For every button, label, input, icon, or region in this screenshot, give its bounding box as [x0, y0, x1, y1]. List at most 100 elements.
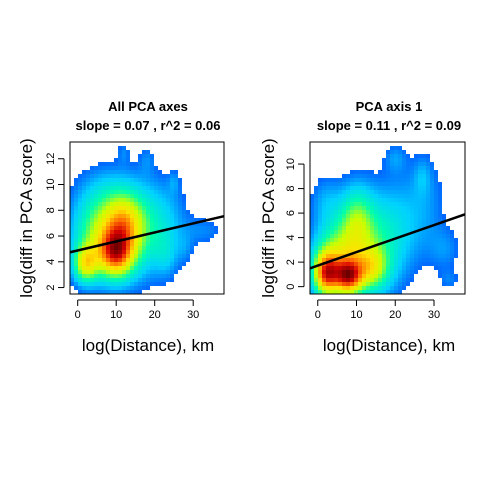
density-cell [438, 190, 442, 194]
density-cell [158, 182, 162, 186]
density-cell [418, 206, 422, 210]
density-cell [86, 170, 90, 174]
density-cell [374, 210, 378, 214]
density-cell [390, 246, 394, 250]
density-cell [338, 182, 342, 186]
density-cell [126, 282, 130, 286]
density-cell [102, 170, 106, 174]
density-cell [82, 258, 86, 262]
density-cell [406, 162, 410, 166]
density-cell [418, 222, 422, 226]
density-cell [182, 226, 186, 230]
density-cell [394, 146, 398, 150]
density-cell [426, 194, 430, 198]
density-cell [398, 226, 402, 230]
density-cell [366, 202, 370, 206]
density-cell [118, 266, 122, 270]
density-cell [182, 250, 186, 254]
density-cell [370, 206, 374, 210]
density-cell [406, 186, 410, 190]
density-cell [166, 182, 170, 186]
density-cell [94, 274, 98, 278]
density-cell [70, 186, 74, 190]
density-cell [178, 194, 182, 198]
density-cell [430, 218, 434, 222]
density-cell [410, 242, 414, 246]
density-cell [330, 230, 334, 234]
density-cell [150, 186, 154, 190]
density-cell [110, 258, 114, 262]
density-cell [310, 274, 314, 278]
density-cell [170, 238, 174, 242]
density-cell [342, 190, 346, 194]
density-cell [158, 178, 162, 182]
density-cell [154, 242, 158, 246]
density-cell [122, 190, 126, 194]
density-cell [146, 206, 150, 210]
density-cell [334, 266, 338, 270]
density-cell [326, 238, 330, 242]
density-cell [146, 198, 150, 202]
density-cell [354, 174, 358, 178]
density-cell [314, 266, 318, 270]
density-cell [118, 210, 122, 214]
density-cell [86, 178, 90, 182]
density-cell [82, 178, 86, 182]
density-cell [102, 258, 106, 262]
density-cell [442, 254, 446, 258]
density-cell [98, 174, 102, 178]
density-cell [130, 226, 134, 230]
density-cell [174, 206, 178, 210]
density-cell [390, 234, 394, 238]
density-cell [182, 202, 186, 206]
density-cell [110, 226, 114, 230]
density-cell [158, 226, 162, 230]
density-cell [86, 274, 90, 278]
density-cell [350, 230, 354, 234]
density-cell [434, 254, 438, 258]
density-cell [78, 278, 82, 282]
density-cell [90, 262, 94, 266]
density-cell [322, 218, 326, 222]
density-cell [158, 234, 162, 238]
density-cell [94, 174, 98, 178]
density-cell [90, 182, 94, 186]
panel-2-density [310, 146, 458, 294]
density-cell [94, 190, 98, 194]
density-cell [106, 198, 110, 202]
density-cell [206, 226, 210, 230]
density-cell [114, 234, 118, 238]
density-cell [422, 238, 426, 242]
density-cell [110, 242, 114, 246]
density-cell [154, 246, 158, 250]
density-cell [178, 234, 182, 238]
density-cell [122, 290, 126, 294]
density-cell [154, 190, 158, 194]
density-cell [398, 154, 402, 158]
density-cell [158, 174, 162, 178]
density-cell [394, 182, 398, 186]
density-cell [314, 222, 318, 226]
density-cell [94, 218, 98, 222]
density-cell [146, 186, 150, 190]
density-cell [362, 262, 366, 266]
density-cell [402, 154, 406, 158]
density-cell [394, 198, 398, 202]
density-cell [98, 278, 102, 282]
density-cell [138, 214, 142, 218]
density-cell [146, 286, 150, 290]
density-cell [94, 186, 98, 190]
panel-2-title: PCA axis 1 [356, 99, 423, 114]
panel-2: PCA axis 1 slope = 0.11 , r^2 = 0.09 0 10… [259, 99, 466, 355]
density-cell [138, 290, 142, 294]
density-cell [142, 254, 146, 258]
density-cell [370, 174, 374, 178]
density-cell [102, 198, 106, 202]
density-cell [70, 246, 74, 250]
density-cell [350, 290, 354, 294]
density-cell [106, 202, 110, 206]
density-cell [102, 278, 106, 282]
density-cell [146, 162, 150, 166]
density-cell [122, 210, 126, 214]
density-cell [186, 226, 190, 230]
